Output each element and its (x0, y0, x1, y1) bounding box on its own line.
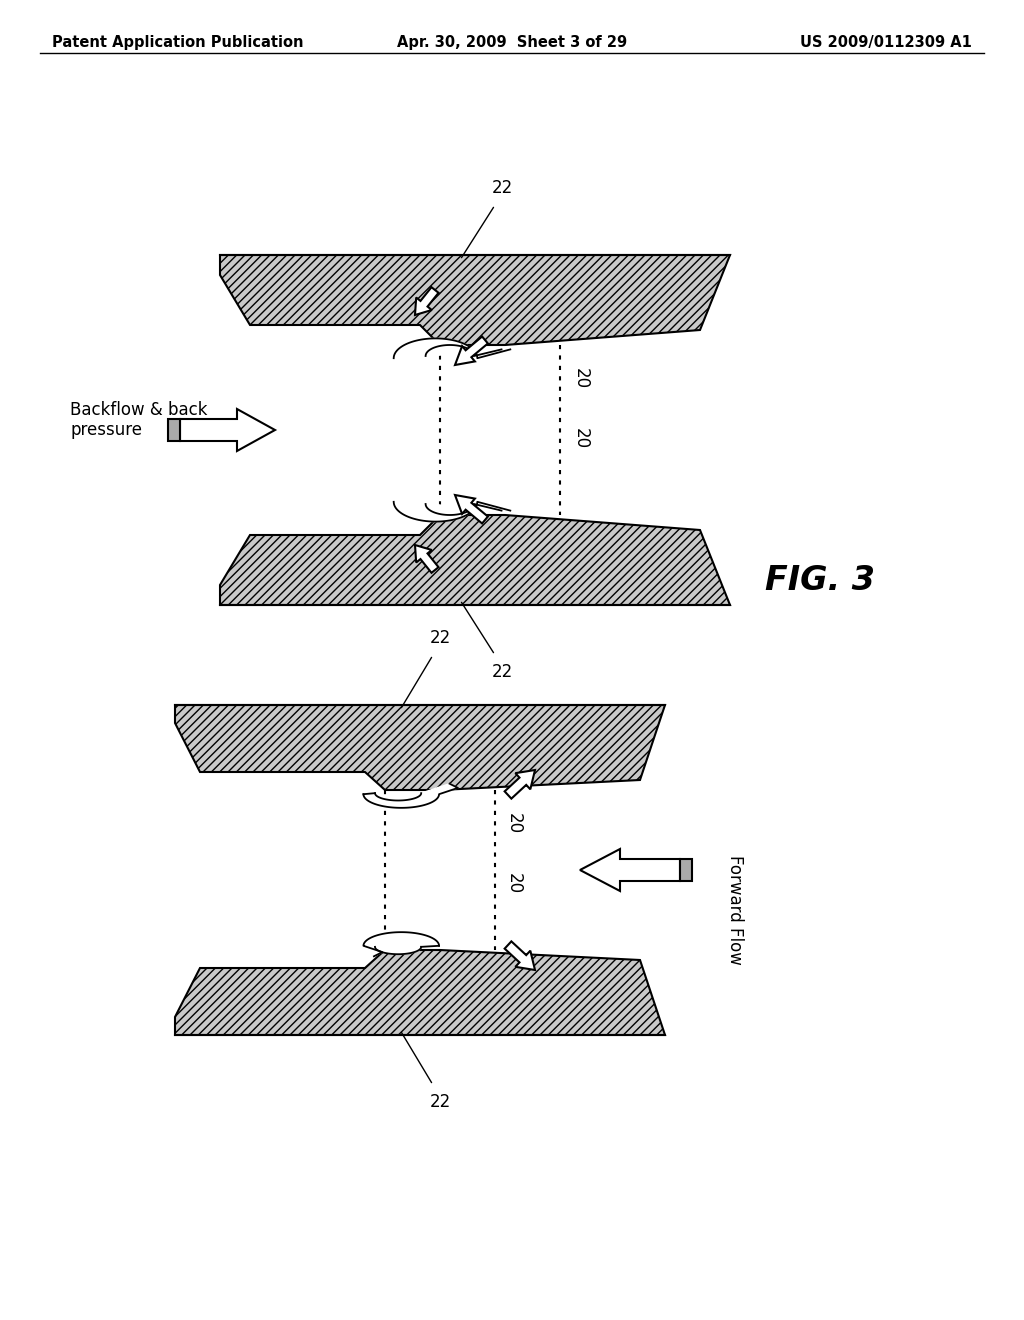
Text: Backflow & back
pressure: Backflow & back pressure (70, 400, 208, 440)
Text: 22: 22 (429, 630, 451, 647)
Polygon shape (455, 337, 487, 366)
Polygon shape (180, 409, 275, 451)
Polygon shape (168, 418, 180, 441)
Polygon shape (364, 932, 439, 956)
Text: Forward Flow: Forward Flow (726, 855, 744, 965)
Polygon shape (505, 770, 535, 799)
Text: 22: 22 (492, 180, 513, 197)
Text: 22: 22 (492, 663, 513, 681)
Polygon shape (580, 849, 680, 891)
Polygon shape (364, 784, 458, 808)
Polygon shape (175, 705, 665, 789)
Polygon shape (415, 288, 438, 315)
Text: 20: 20 (505, 873, 523, 894)
Polygon shape (393, 338, 510, 358)
Text: 20: 20 (505, 813, 523, 834)
Polygon shape (220, 515, 730, 605)
Polygon shape (393, 502, 510, 521)
Text: 20: 20 (572, 428, 590, 449)
Text: Patent Application Publication: Patent Application Publication (52, 36, 303, 50)
Text: FIG. 3: FIG. 3 (765, 564, 874, 597)
Polygon shape (680, 859, 692, 880)
Polygon shape (220, 255, 730, 345)
Polygon shape (505, 941, 535, 970)
Polygon shape (175, 950, 665, 1035)
Text: 22: 22 (429, 1093, 451, 1111)
Polygon shape (415, 545, 438, 573)
Text: Apr. 30, 2009  Sheet 3 of 29: Apr. 30, 2009 Sheet 3 of 29 (397, 36, 627, 50)
Polygon shape (455, 495, 487, 524)
Text: 20: 20 (572, 368, 590, 389)
Text: US 2009/0112309 A1: US 2009/0112309 A1 (800, 36, 972, 50)
